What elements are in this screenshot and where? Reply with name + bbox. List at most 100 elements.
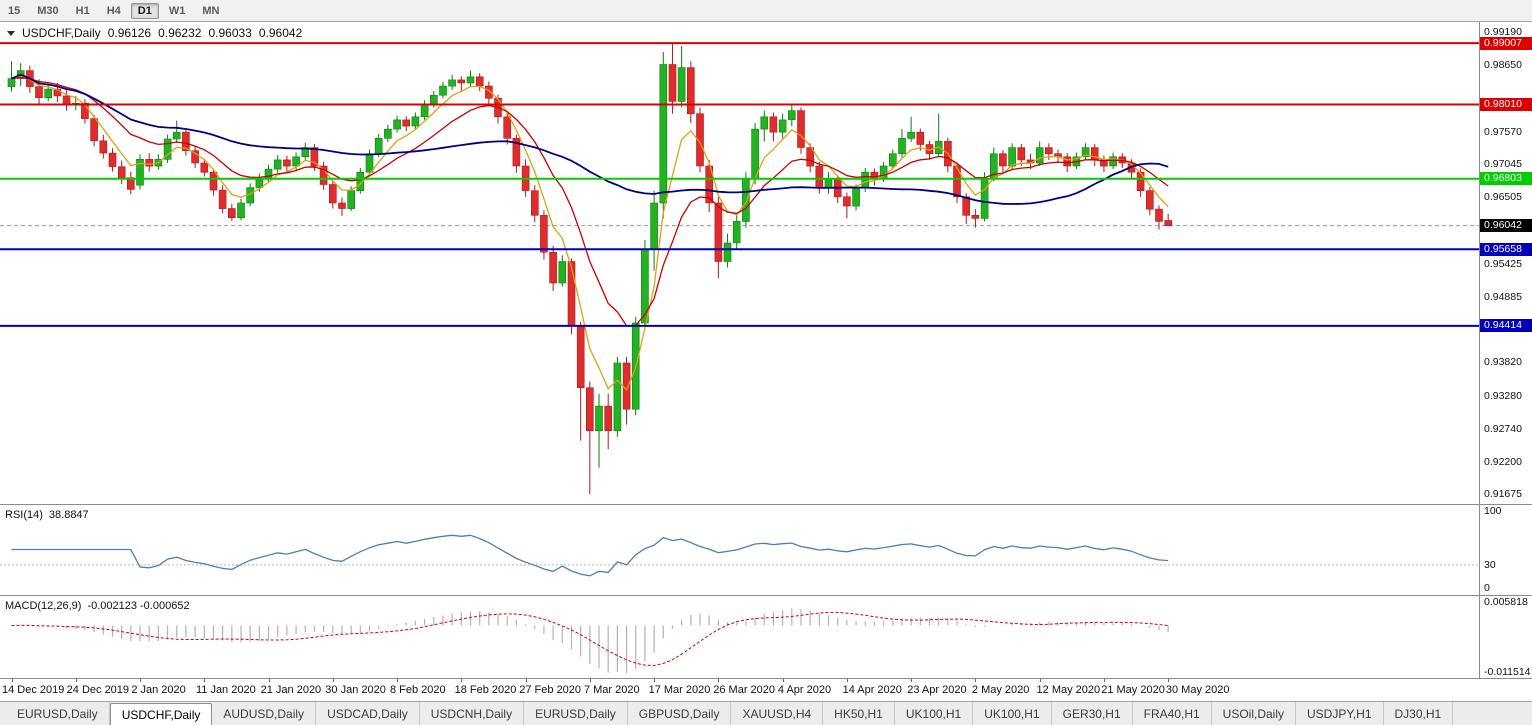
rsi-axis[interactable]: 100 30 0 xyxy=(1480,505,1532,595)
price-tick: 0.97045 xyxy=(1484,157,1522,170)
chart-tab-usdcnh-daily[interactable]: USDCNH,Daily xyxy=(420,702,525,725)
chart-tab-audusd-daily[interactable]: AUDUSD,Daily xyxy=(212,702,317,725)
macd-axis-tick: 0.005818 xyxy=(1484,596,1528,608)
macd-axis[interactable]: 0.005818 -0.011514 xyxy=(1480,596,1532,678)
price-tick: 0.99190 xyxy=(1484,25,1522,38)
timeframe-button-w1[interactable]: W1 xyxy=(168,4,186,17)
time-axis-tick xyxy=(911,679,913,682)
price-tick: 0.96505 xyxy=(1484,191,1522,204)
time-axis-label: 14 Apr 2020 xyxy=(842,684,902,696)
time-axis-tick xyxy=(654,679,656,682)
time-axis-tick xyxy=(11,679,13,682)
time-axis-tick xyxy=(846,679,848,682)
timeframe-button-15[interactable]: 15 xyxy=(8,4,21,17)
ohlc-close: 0.96042 xyxy=(258,26,303,40)
price-tick: 0.91675 xyxy=(1484,488,1522,501)
price-line-badge: 0.94414 xyxy=(1480,319,1532,333)
chart-tab-usdjpy-h1[interactable]: USDJPY,H1 xyxy=(1296,702,1384,725)
chart-window: USDCHF,Daily 0.96126 0.96232 0.96033 0.9… xyxy=(0,22,1532,701)
timeframe-button-h4[interactable]: H4 xyxy=(106,4,121,17)
chart-tab-hk50-h1[interactable]: HK50,H1 xyxy=(823,702,895,725)
chart-symbol-period: USDCHF,Daily xyxy=(22,26,101,40)
chart-tab-uk100-h1[interactable]: UK100,H1 xyxy=(895,702,974,725)
chart-tab-eurusd-daily[interactable]: EURUSD,Daily xyxy=(6,702,110,725)
macd-value: -0.002123 -0.000652 xyxy=(87,600,190,612)
chart-tab-eurusd-daily[interactable]: EURUSD,Daily xyxy=(524,702,628,725)
time-axis-label: 21 Jan 2020 xyxy=(260,684,322,696)
chart-tab-usdcad-daily[interactable]: USDCAD,Daily xyxy=(316,702,420,725)
time-axis-tick xyxy=(1168,679,1170,682)
rsi-label: RSI(14) 38.8847 xyxy=(5,509,95,521)
panel-separator xyxy=(0,678,1532,679)
price-line-badge: 0.96803 xyxy=(1480,172,1532,186)
price-tick: 0.94885 xyxy=(1484,290,1522,303)
main-price-chart[interactable] xyxy=(0,22,1479,504)
chart-tab-xauusd-h4[interactable]: XAUUSD,H4 xyxy=(731,702,824,725)
time-axis-tick xyxy=(268,679,270,682)
time-axis-tick xyxy=(204,679,206,682)
price-line-badge: 0.99007 xyxy=(1480,36,1532,50)
price-tick: 0.92200 xyxy=(1484,456,1522,469)
chart-dropdown-icon[interactable] xyxy=(7,31,15,36)
time-axis-tick xyxy=(782,679,784,682)
chart-tab-fra40-h1[interactable]: FRA40,H1 xyxy=(1133,702,1212,725)
time-axis-tick xyxy=(397,679,399,682)
timeframe-toolbar: 15 M30 H1 H4 D1 W1 MN xyxy=(0,0,1532,22)
time-axis-label: 18 Feb 2020 xyxy=(454,684,517,696)
rsi-value: 38.8847 xyxy=(48,509,89,521)
timeframe-button-m30[interactable]: M30 xyxy=(37,4,59,17)
time-axis-label: 12 May 2020 xyxy=(1036,684,1101,696)
macd-axis-tick: -0.011514 xyxy=(1484,666,1531,678)
price-line-badge: 0.95658 xyxy=(1480,242,1532,256)
time-axis-tick xyxy=(525,679,527,682)
time-axis-tick xyxy=(140,679,142,682)
time-axis[interactable]: 14 Dec 2019 24 Dec 2019 2 Jan 2020 11 Jan 2… xyxy=(0,679,1532,701)
chart-title: USDCHF,Daily 0.96126 0.96232 0.96033 0.9… xyxy=(7,26,309,40)
time-axis-label: 30 Jan 2020 xyxy=(325,684,386,696)
time-axis-label: 30 May 2020 xyxy=(1165,684,1230,696)
time-axis-label: 24 Dec 2019 xyxy=(66,684,130,696)
time-axis-tick xyxy=(461,679,463,682)
ohlc-low: 0.96033 xyxy=(208,26,252,40)
time-axis-tick xyxy=(332,679,334,682)
chart-tab-usoil-daily[interactable]: USOil,Daily xyxy=(1212,702,1297,725)
time-axis-label: 14 Dec 2019 xyxy=(2,684,65,696)
rsi-name: RSI(14) xyxy=(5,509,43,521)
timeframe-button-h1[interactable]: H1 xyxy=(75,4,90,17)
time-axis-label: 8 Feb 2020 xyxy=(389,684,446,696)
macd-label: MACD(12,26,9) -0.002123 -0.000652 xyxy=(5,600,196,612)
time-axis-tick xyxy=(975,679,977,682)
price-tick: 0.95425 xyxy=(1484,257,1522,270)
chart-tab-usdchf-daily[interactable]: USDCHF,Daily xyxy=(109,703,213,725)
price-line-badge: 0.98010 xyxy=(1480,97,1532,111)
chart-tab-gbpusd-daily[interactable]: GBPUSD,Daily xyxy=(628,702,732,725)
price-axis-border xyxy=(1479,22,1480,679)
rsi-axis-tick: 100 xyxy=(1484,505,1502,517)
time-axis-label: 2 Jan 2020 xyxy=(131,684,186,696)
macd-name: MACD(12,26,9) xyxy=(5,600,82,612)
macd-indicator-panel[interactable] xyxy=(0,596,1479,678)
price-line-badge: 0.96042 xyxy=(1480,219,1532,233)
rsi-axis-tick: 0 xyxy=(1484,582,1490,594)
time-axis-label: 7 Mar 2020 xyxy=(583,684,640,696)
panel-separator[interactable] xyxy=(0,595,1532,596)
price-tick: 0.97570 xyxy=(1484,125,1522,138)
rsi-indicator-panel[interactable] xyxy=(0,505,1479,595)
timeframe-button-mn[interactable]: MN xyxy=(202,4,220,17)
time-axis-label: 26 Mar 2020 xyxy=(713,684,776,696)
time-axis-label: 27 Feb 2020 xyxy=(519,684,582,696)
price-tick: 0.92740 xyxy=(1484,422,1522,435)
panel-separator[interactable] xyxy=(0,504,1532,505)
chart-tab-ger30-h1[interactable]: GER30,H1 xyxy=(1052,702,1133,725)
chart-tab-uk100-h1[interactable]: UK100,H1 xyxy=(973,702,1052,725)
chart-tabs: EURUSD,Daily USDCHF,Daily AUDUSD,Daily USDC… xyxy=(0,701,1532,725)
time-axis-label: 11 Jan 2020 xyxy=(195,684,256,696)
timeframe-button-d1[interactable]: D1 xyxy=(130,2,159,19)
chart-tab-dj30-h1[interactable]: DJ30,H1 xyxy=(1384,702,1454,725)
price-tick: 0.93280 xyxy=(1484,389,1522,402)
price-tick: 0.93820 xyxy=(1484,356,1522,369)
price-axis[interactable]: 0.99190 0.98650 0.97570 0.97045 0.96505 0.954… xyxy=(1480,22,1532,504)
time-axis-label: 2 May 2020 xyxy=(971,684,1030,696)
time-axis-tick xyxy=(1103,679,1105,682)
